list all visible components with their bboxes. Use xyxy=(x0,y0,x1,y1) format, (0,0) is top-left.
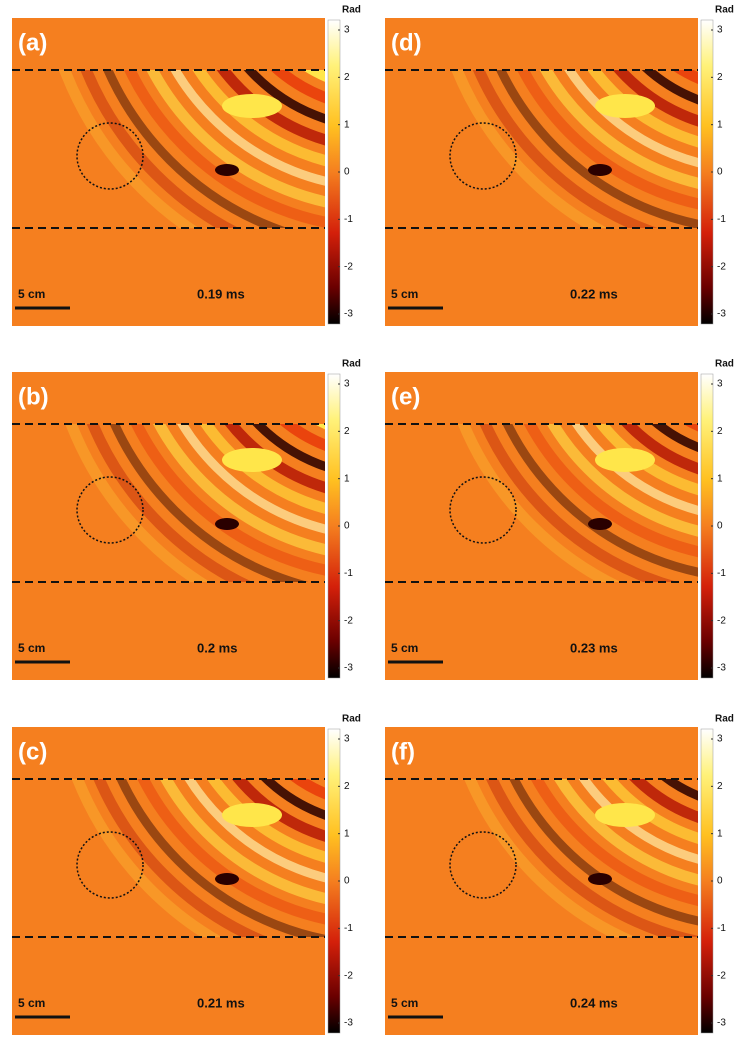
wave-blob xyxy=(222,448,282,472)
panel-label: (e) xyxy=(391,383,420,410)
time-label: 0.19 ms xyxy=(197,286,245,301)
panel-label: (b) xyxy=(18,383,49,410)
colorbar-tick-label: 2 xyxy=(344,426,350,437)
wave-blob xyxy=(595,803,655,827)
scale-bar-label: 5 cm xyxy=(18,641,45,655)
colorbar-tick-label: -1 xyxy=(344,214,353,225)
wave-blob xyxy=(588,164,612,176)
colorbar-tick-label: -1 xyxy=(344,923,353,934)
colorbar-tick-label: -3 xyxy=(717,309,726,320)
colorbar-tick-label: 0 xyxy=(344,876,350,887)
colorbar-tick-label: 1 xyxy=(344,828,350,839)
colorbar-tick-label: -1 xyxy=(717,214,726,225)
colorbar-tick-label: 1 xyxy=(344,119,350,130)
colorbar-tick-label: 0 xyxy=(717,167,723,178)
panel: (d) 0.22 ms 5 cm Rad 3 2 1 0 -1 -2 -3 xyxy=(385,0,734,326)
colorbar-tick-label: -2 xyxy=(717,261,726,272)
scale-bar-label: 5 cm xyxy=(391,641,418,655)
colorbar-unit: Rad xyxy=(715,5,734,16)
colorbar-tick-label: 3 xyxy=(717,379,723,390)
colorbar-tick-label: 0 xyxy=(717,876,723,887)
scale-bar-label: 5 cm xyxy=(391,996,418,1010)
wave-blob xyxy=(595,448,655,472)
panel-label: (d) xyxy=(391,29,422,56)
colorbar-tick-label: 1 xyxy=(717,473,723,484)
time-label: 0.24 ms xyxy=(570,995,618,1010)
colorbar-tick-label: -1 xyxy=(717,568,726,579)
colorbar-tick-label: 3 xyxy=(717,25,723,36)
colorbar-tick-label: 0 xyxy=(717,521,723,532)
colorbar-unit: Rad xyxy=(342,714,361,725)
colorbar-tick-label: -1 xyxy=(344,568,353,579)
colorbar-tick-label: 0 xyxy=(344,167,350,178)
colorbar-unit: Rad xyxy=(715,359,734,370)
wave-blob xyxy=(215,164,239,176)
wave-blob xyxy=(215,518,239,530)
colorbar-unit: Rad xyxy=(715,714,734,725)
colorbar-tick-label: 3 xyxy=(717,734,723,745)
time-label: 0.2 ms xyxy=(197,640,237,655)
wave-blob xyxy=(595,94,655,118)
colorbar-tick-label: -2 xyxy=(344,970,353,981)
colorbar-tick-label: 2 xyxy=(344,72,350,83)
colorbar-tick-label: -3 xyxy=(344,1018,353,1029)
wave-blob xyxy=(222,94,282,118)
phase-map xyxy=(12,18,325,326)
wave-blob xyxy=(588,518,612,530)
time-label: 0.22 ms xyxy=(570,286,618,301)
colorbar-tick-label: 3 xyxy=(344,379,350,390)
colorbar-tick-label: 2 xyxy=(717,72,723,83)
colorbar-tick-label: -3 xyxy=(344,309,353,320)
colorbar-tick-label: 1 xyxy=(717,828,723,839)
colorbar-tick-label: -2 xyxy=(344,261,353,272)
colorbar-tick-label: 1 xyxy=(344,473,350,484)
colorbar-tick-label: 1 xyxy=(717,119,723,130)
colorbar-tick-label: 0 xyxy=(344,521,350,532)
colorbar-tick-label: -2 xyxy=(717,970,726,981)
colorbar-tick-label: 3 xyxy=(344,25,350,36)
figure: (a) 0.19 ms 5 cm Rad 3 2 1 0 -1 -2 -3 (b) 0.2 ms 5 cm… xyxy=(0,0,734,1038)
colorbar-tick-label: -2 xyxy=(717,615,726,626)
wave-blob xyxy=(215,873,239,885)
panel-label: (f) xyxy=(391,738,415,765)
scale-bar-label: 5 cm xyxy=(18,996,45,1010)
colorbar-tick-label: 2 xyxy=(717,781,723,792)
time-label: 0.21 ms xyxy=(197,995,245,1010)
wave-blob xyxy=(222,803,282,827)
colorbar-unit: Rad xyxy=(342,359,361,370)
colorbar-tick-label: -3 xyxy=(344,663,353,674)
colorbar-unit: Rad xyxy=(342,5,361,16)
colorbar-tick-label: 3 xyxy=(344,734,350,745)
panel-label: (a) xyxy=(18,29,47,56)
colorbar-tick-label: -3 xyxy=(717,1018,726,1029)
scale-bar-label: 5 cm xyxy=(18,287,45,301)
colorbar-tick-label: 2 xyxy=(717,426,723,437)
wave-blob xyxy=(588,873,612,885)
scale-bar-label: 5 cm xyxy=(391,287,418,301)
phase-map xyxy=(385,372,698,680)
panel-label: (c) xyxy=(18,738,47,765)
colorbar-tick-label: -2 xyxy=(344,615,353,626)
colorbar-tick-label: -1 xyxy=(717,923,726,934)
colorbar-tick-label: 2 xyxy=(344,781,350,792)
time-label: 0.23 ms xyxy=(570,640,618,655)
colorbar-tick-label: -3 xyxy=(717,663,726,674)
